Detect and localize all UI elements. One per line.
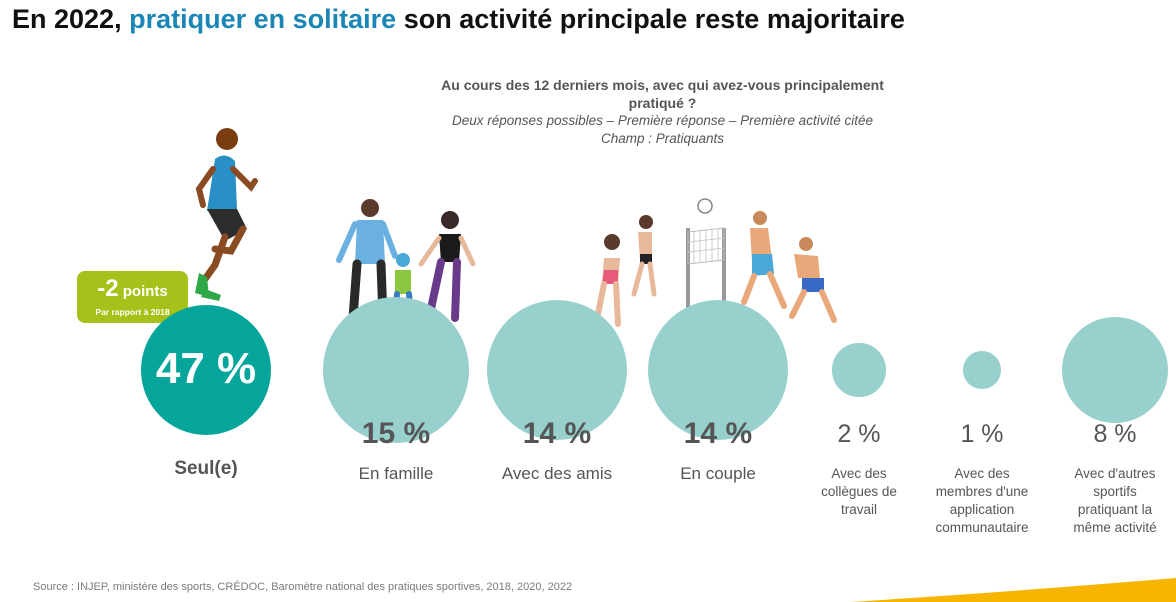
badge-number: -2 — [97, 275, 119, 302]
category-label: En famille — [358, 464, 434, 483]
data-label: 2 % — [837, 420, 881, 448]
question-note-1: Deux réponses possibles – Première répon… — [452, 113, 873, 128]
data-label: 8 % — [1093, 420, 1137, 448]
runner-illustration — [195, 128, 258, 301]
question-note-2: Champ : Pratiquants — [600, 131, 725, 146]
data-label: 47 % — [155, 344, 257, 393]
question-line-1: Au cours des 12 derniers mois, avec qui … — [441, 77, 884, 93]
badge-unit: points — [122, 283, 168, 300]
source-note: Source : INJEP, ministère des sports, CR… — [33, 581, 573, 593]
question-line-2: pratiqué ? — [628, 95, 697, 111]
data-label: 1 % — [960, 420, 1004, 448]
survey-question: Au cours des 12 derniers mois, avec qui … — [395, 76, 930, 148]
category-label: Seul(e) — [174, 458, 238, 479]
bubble — [963, 351, 1001, 389]
category-label: Avec des amis — [501, 464, 613, 483]
bubble — [832, 343, 886, 397]
category-label: Avec d'autres sportifs pratiquant la même a… — [1073, 466, 1157, 535]
category-label: Avec des membres d'une application communau… — [935, 466, 1029, 535]
bubble — [486, 299, 628, 441]
bubble — [1061, 316, 1169, 424]
badge-value: -2 points — [77, 275, 188, 303]
bubble — [141, 305, 271, 435]
change-badge: -2 points Par rapport à 2018 — [77, 271, 188, 323]
title-suffix: son activité principale reste majoritair… — [403, 4, 905, 34]
category-label: En couple — [680, 464, 756, 483]
data-label: 14 % — [522, 417, 592, 450]
title-highlight: pratiquer en solitaire — [129, 4, 397, 34]
volleyball-illustration — [593, 198, 837, 330]
title-prefix: En 2022, — [12, 4, 122, 34]
bubble — [323, 297, 469, 443]
data-label: 14 % — [683, 417, 753, 450]
bubble — [647, 299, 789, 441]
badge-note: Par rapport à 2018 — [95, 307, 170, 317]
category-label: Avec des collègues de travail — [821, 466, 897, 517]
page-title: En 2022, pratiquer en solitaire son acti… — [12, 4, 905, 35]
data-label: 15 % — [361, 417, 431, 450]
